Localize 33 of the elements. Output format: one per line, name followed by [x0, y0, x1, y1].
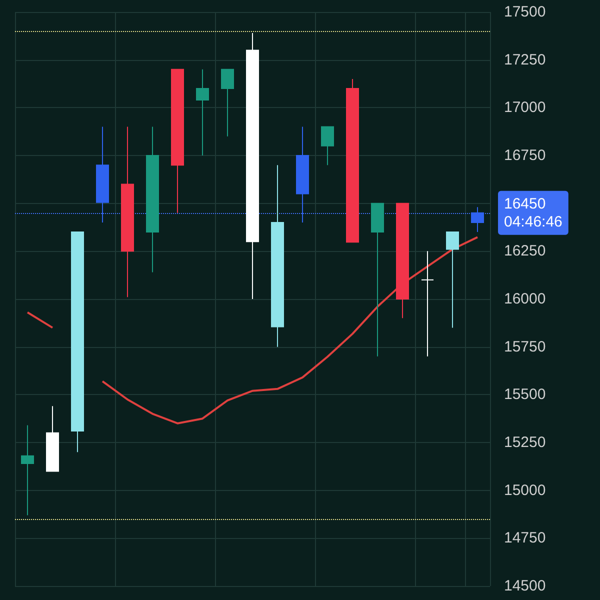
y-tick-label: 15250 [504, 434, 546, 451]
y-tick-label: 16250 [504, 242, 546, 260]
y-tick-label: 15750 [504, 338, 546, 356]
candlestick [471, 206, 484, 233]
y-tick-label: 16750 [504, 147, 546, 164]
candlestick [421, 250, 434, 357]
candlestick [221, 68, 234, 137]
ref-line-label: 16450 [504, 195, 546, 212]
candlestick [96, 126, 109, 223]
candlestick [146, 126, 159, 273]
y-tick-label: 17000 [504, 99, 546, 116]
y-tick-label: 14500 [504, 578, 546, 594]
candlestick [196, 68, 209, 156]
y-tick-label: 15000 [504, 482, 546, 499]
y-tick-label: 16000 [504, 290, 546, 308]
y-tick-label: 14750 [504, 530, 546, 547]
candlestick [346, 78, 359, 243]
candlestick [121, 126, 134, 298]
candlestick [396, 202, 409, 319]
candlestick [21, 424, 34, 516]
candlestick [246, 32, 259, 300]
text: 04:46:46 [504, 213, 562, 230]
candlestick [321, 126, 334, 166]
y-tick-label: 17500 [504, 4, 546, 20]
candlestick [271, 164, 284, 348]
candlestick [296, 126, 309, 223]
candlestick [371, 202, 384, 357]
candlestick [46, 406, 59, 472]
candlestick [171, 68, 184, 214]
y-tick-label: 15500 [504, 386, 546, 404]
candlestick [71, 232, 84, 453]
candlestick [446, 232, 459, 328]
y-tick-label: 17250 [504, 51, 546, 68]
